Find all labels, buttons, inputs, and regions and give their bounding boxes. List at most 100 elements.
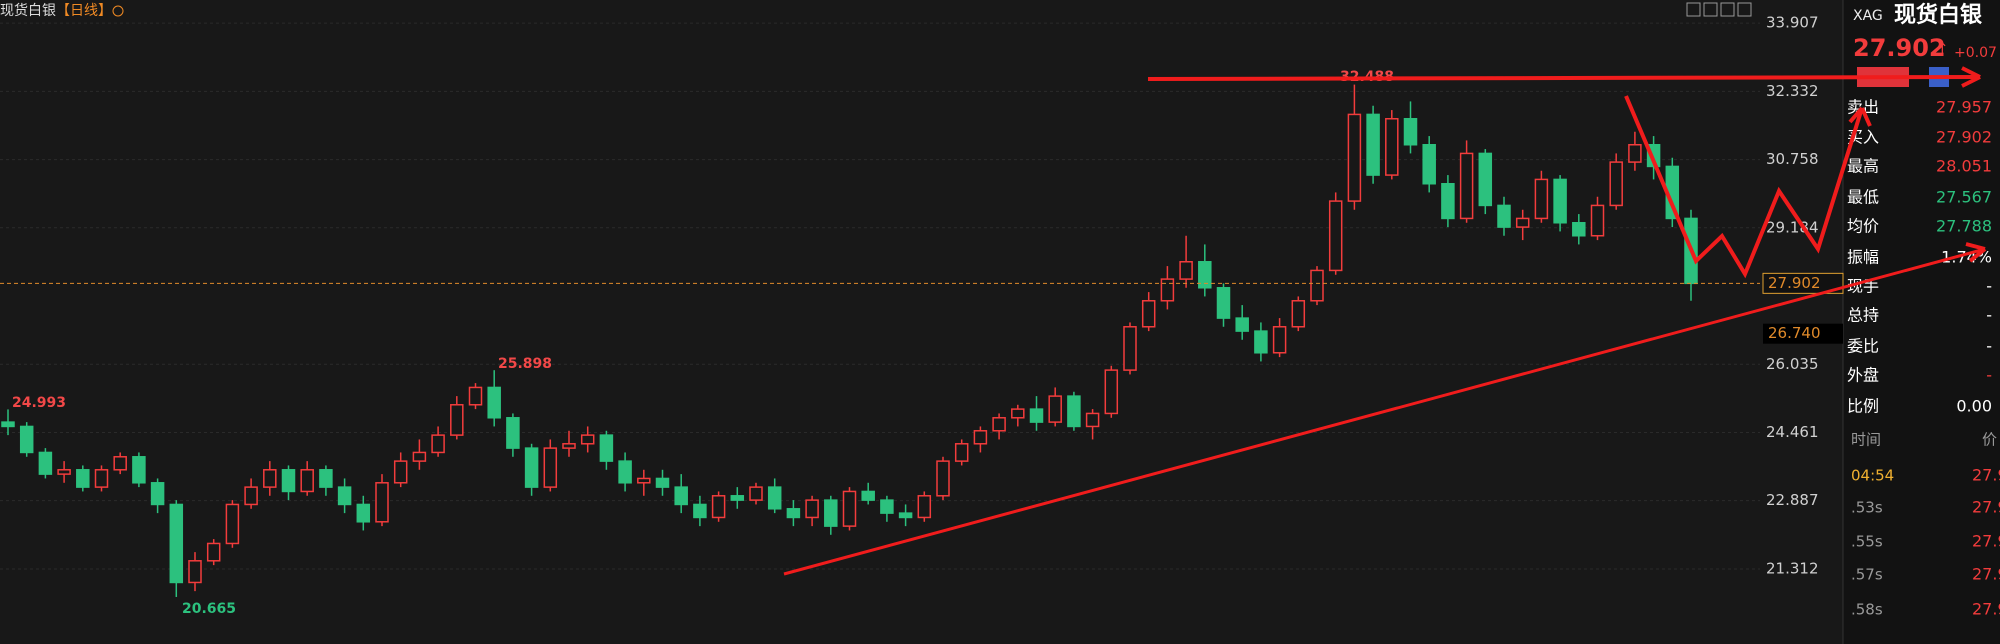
candle-body	[1515, 217, 1530, 228]
current-price-box	[1762, 272, 1844, 294]
arrow-line	[1147, 75, 1981, 81]
quote-label: 均价	[1847, 217, 1879, 236]
settings-icon[interactable]	[112, 5, 124, 17]
candle-body	[1403, 117, 1418, 146]
candle-body	[113, 456, 127, 471]
candle-body	[1272, 326, 1287, 354]
candle-body	[524, 447, 539, 488]
candle-body	[206, 542, 221, 562]
candle-body	[132, 456, 146, 484]
candle-body	[1422, 143, 1436, 185]
candle-body	[936, 460, 950, 497]
tool-button[interactable]	[1703, 2, 1718, 17]
candle-body	[1347, 113, 1362, 202]
quote-label: 振幅	[1847, 248, 1879, 267]
candle-body	[599, 434, 614, 462]
high-label: 24.993	[12, 395, 66, 411]
candle-body	[1160, 278, 1175, 302]
quote-value: -	[1986, 306, 1992, 325]
candle-body	[1553, 178, 1567, 224]
candle-body	[487, 386, 501, 419]
arrow-head	[1961, 66, 1981, 88]
quote-label: 外盘	[1847, 366, 1879, 385]
candle-body	[693, 503, 707, 519]
candle-body	[506, 417, 520, 449]
price-tag-box	[1763, 323, 1843, 344]
candle-body	[337, 486, 352, 506]
tick-time: .58s	[1851, 601, 1883, 619]
y-tick-label: 32.332	[1766, 82, 1819, 100]
candle-body	[281, 469, 296, 493]
candle-body	[319, 469, 333, 488]
candle-body	[150, 482, 165, 506]
candle-body	[468, 386, 483, 406]
candle-body	[169, 503, 184, 584]
arrow-head	[1848, 106, 1872, 127]
candle-body	[1609, 161, 1623, 207]
candle-body	[244, 486, 258, 506]
candle-body	[300, 469, 314, 493]
candle-body	[393, 460, 408, 484]
candle-body	[954, 443, 969, 462]
quote-value: -	[1986, 366, 1992, 385]
candle-body	[1497, 204, 1511, 228]
candle-body	[356, 503, 371, 523]
chart: 33.907 32.332 30.758 29.184 26.035 24.461 22.8…	[0, 14, 1844, 597]
y-tick-label: 29.184	[1766, 218, 1819, 236]
candle-body	[1104, 369, 1119, 415]
candle-body	[880, 499, 894, 514]
candle-body	[19, 425, 34, 454]
candle-body	[1048, 395, 1062, 423]
quote-value: 27.902	[1936, 128, 1992, 147]
candle-body	[450, 404, 464, 436]
candle-body	[767, 486, 782, 510]
low-label: 20.665	[182, 601, 236, 617]
candle-body	[1590, 204, 1605, 237]
ticks-header: 价	[1982, 431, 1997, 449]
candle-body	[1310, 269, 1324, 302]
candle-body	[1179, 261, 1193, 280]
candle-body	[375, 482, 389, 523]
quote-value: 0.00	[1956, 397, 1992, 416]
tool-button[interactable]	[1720, 2, 1735, 17]
tick-time: .53s	[1851, 499, 1883, 517]
candle-body	[1572, 222, 1586, 237]
ticks-header: 时间	[1851, 431, 1881, 449]
chart-title: 现货白银	[0, 2, 56, 19]
y-tick-label: 30.758	[1766, 150, 1819, 168]
quote-label: 比例	[1847, 397, 1879, 416]
trend-line	[783, 247, 1986, 576]
tool-button[interactable]	[1737, 2, 1752, 17]
quote-value: -	[1986, 277, 1992, 296]
candle-body	[1029, 408, 1044, 423]
candle-body	[38, 451, 53, 475]
y-tick-label: 26.035	[1766, 355, 1819, 373]
candle-body	[1123, 326, 1137, 371]
candle-body	[1328, 200, 1343, 272]
tick-price: 27.9	[1972, 532, 2000, 551]
last-price: 27.902	[1853, 34, 1946, 62]
price-change: +0.07	[1954, 45, 1997, 61]
price-tag-label: 26.740	[1768, 324, 1821, 342]
tool-button[interactable]	[1686, 2, 1701, 17]
candle-body	[1441, 183, 1455, 220]
y-tick-label: 21.312	[1766, 559, 1819, 577]
chart-period[interactable]: 【日线】	[56, 3, 112, 19]
tick-time: .55s	[1851, 533, 1883, 551]
tick-price: 27.9	[1972, 600, 2000, 619]
quote-value: 27.957	[1936, 98, 1992, 117]
candle-body	[1216, 287, 1231, 319]
side-panel	[1843, 0, 2000, 644]
candle-body	[1534, 178, 1549, 220]
candle-body	[188, 560, 202, 584]
quote-label: 最低	[1847, 188, 1879, 207]
tick-time: .57s	[1851, 566, 1883, 584]
candle-body	[637, 477, 651, 484]
tick-time: 04:54	[1851, 467, 1894, 485]
candle-body	[973, 430, 988, 445]
candle-body	[992, 417, 1006, 432]
y-tick-label: 24.461	[1766, 423, 1819, 441]
candle-body	[805, 499, 819, 519]
quote-label: 委比	[1847, 337, 1879, 356]
